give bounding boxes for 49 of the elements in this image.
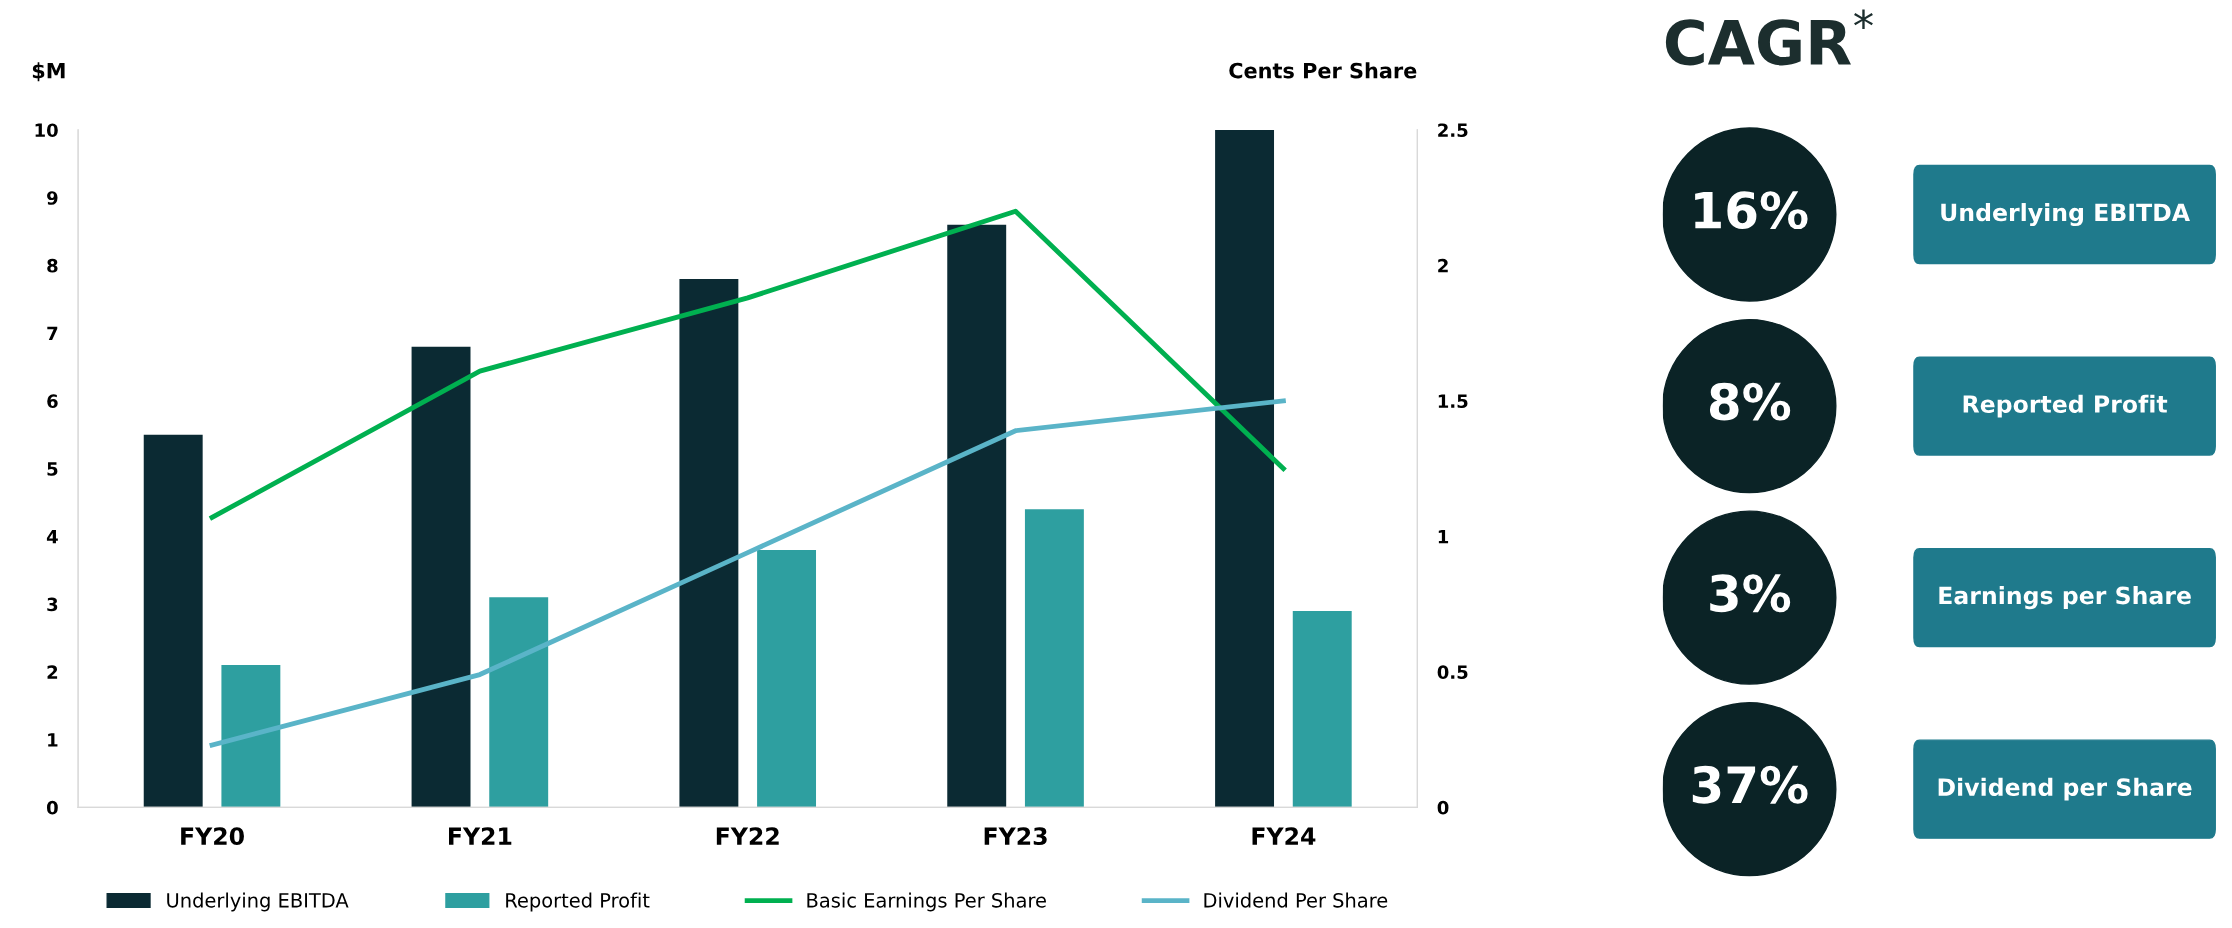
y2-axis-title: Cents Per Share bbox=[1229, 62, 1417, 79]
bar bbox=[143, 434, 203, 808]
y-tick-label: 0 bbox=[46, 800, 58, 815]
y-tick-label: 6 bbox=[47, 394, 58, 409]
y-tick-label: 4 bbox=[46, 530, 58, 544]
bar bbox=[411, 346, 471, 808]
text: 8% bbox=[1709, 382, 1791, 421]
y-tick-label: 5 bbox=[47, 462, 58, 476]
x-tick-label: FY22 bbox=[716, 827, 779, 845]
legend-label: Basic Earnings Per Share bbox=[807, 892, 1046, 912]
x-tick-label: FY23 bbox=[984, 827, 1047, 846]
y-tick-label: 3 bbox=[47, 597, 58, 612]
y-tick-label: 10 bbox=[35, 123, 58, 138]
x-tick-label: FY20 bbox=[181, 827, 244, 846]
bar bbox=[947, 224, 1007, 808]
text: 16% bbox=[1695, 191, 1808, 230]
legend-label: Reported Profit bbox=[506, 892, 650, 912]
y-tick-label: 1 bbox=[48, 733, 58, 747]
bar bbox=[489, 597, 549, 808]
category-label: Underlying EBITDA bbox=[1941, 203, 2190, 227]
bar bbox=[1024, 509, 1084, 808]
y-tick-label: 8 bbox=[47, 258, 58, 273]
bar bbox=[221, 665, 281, 808]
y-tick-label: 2 bbox=[47, 665, 58, 679]
y2-tick-label: 2.5 bbox=[1438, 123, 1468, 138]
y-tick-label: 7 bbox=[47, 326, 58, 341]
text: 37% bbox=[1692, 765, 1808, 804]
line-series bbox=[209, 208, 1286, 520]
y2-tick-label: 1.5 bbox=[1438, 394, 1468, 409]
y2-tick-label: 0 bbox=[1437, 800, 1449, 815]
y-axis-title: $M bbox=[32, 62, 65, 82]
text: CAGR$^{*}$ bbox=[1665, 9, 1873, 66]
y2-tick-label: 2 bbox=[1438, 258, 1448, 273]
legend-label: Dividend Per Share bbox=[1204, 892, 1388, 908]
x-tick-label: FY21 bbox=[449, 827, 512, 845]
bar bbox=[679, 278, 739, 808]
y2-tick-label: 1 bbox=[1438, 530, 1449, 544]
line-series bbox=[209, 398, 1286, 748]
bar bbox=[1292, 610, 1352, 808]
text: 3% bbox=[1710, 574, 1791, 613]
category-label: Earnings per Share bbox=[1939, 586, 2191, 610]
bar bbox=[757, 549, 817, 808]
category-label: Reported Profit bbox=[1963, 394, 2168, 418]
legend-label: Underlying EBITDA bbox=[167, 892, 349, 912]
x-tick-label: FY24 bbox=[1252, 827, 1316, 845]
y-tick-label: 9 bbox=[47, 191, 58, 205]
y2-tick-label: 0.5 bbox=[1437, 665, 1468, 679]
bar bbox=[1215, 129, 1275, 808]
category-label: Dividend per Share bbox=[1938, 777, 2192, 801]
